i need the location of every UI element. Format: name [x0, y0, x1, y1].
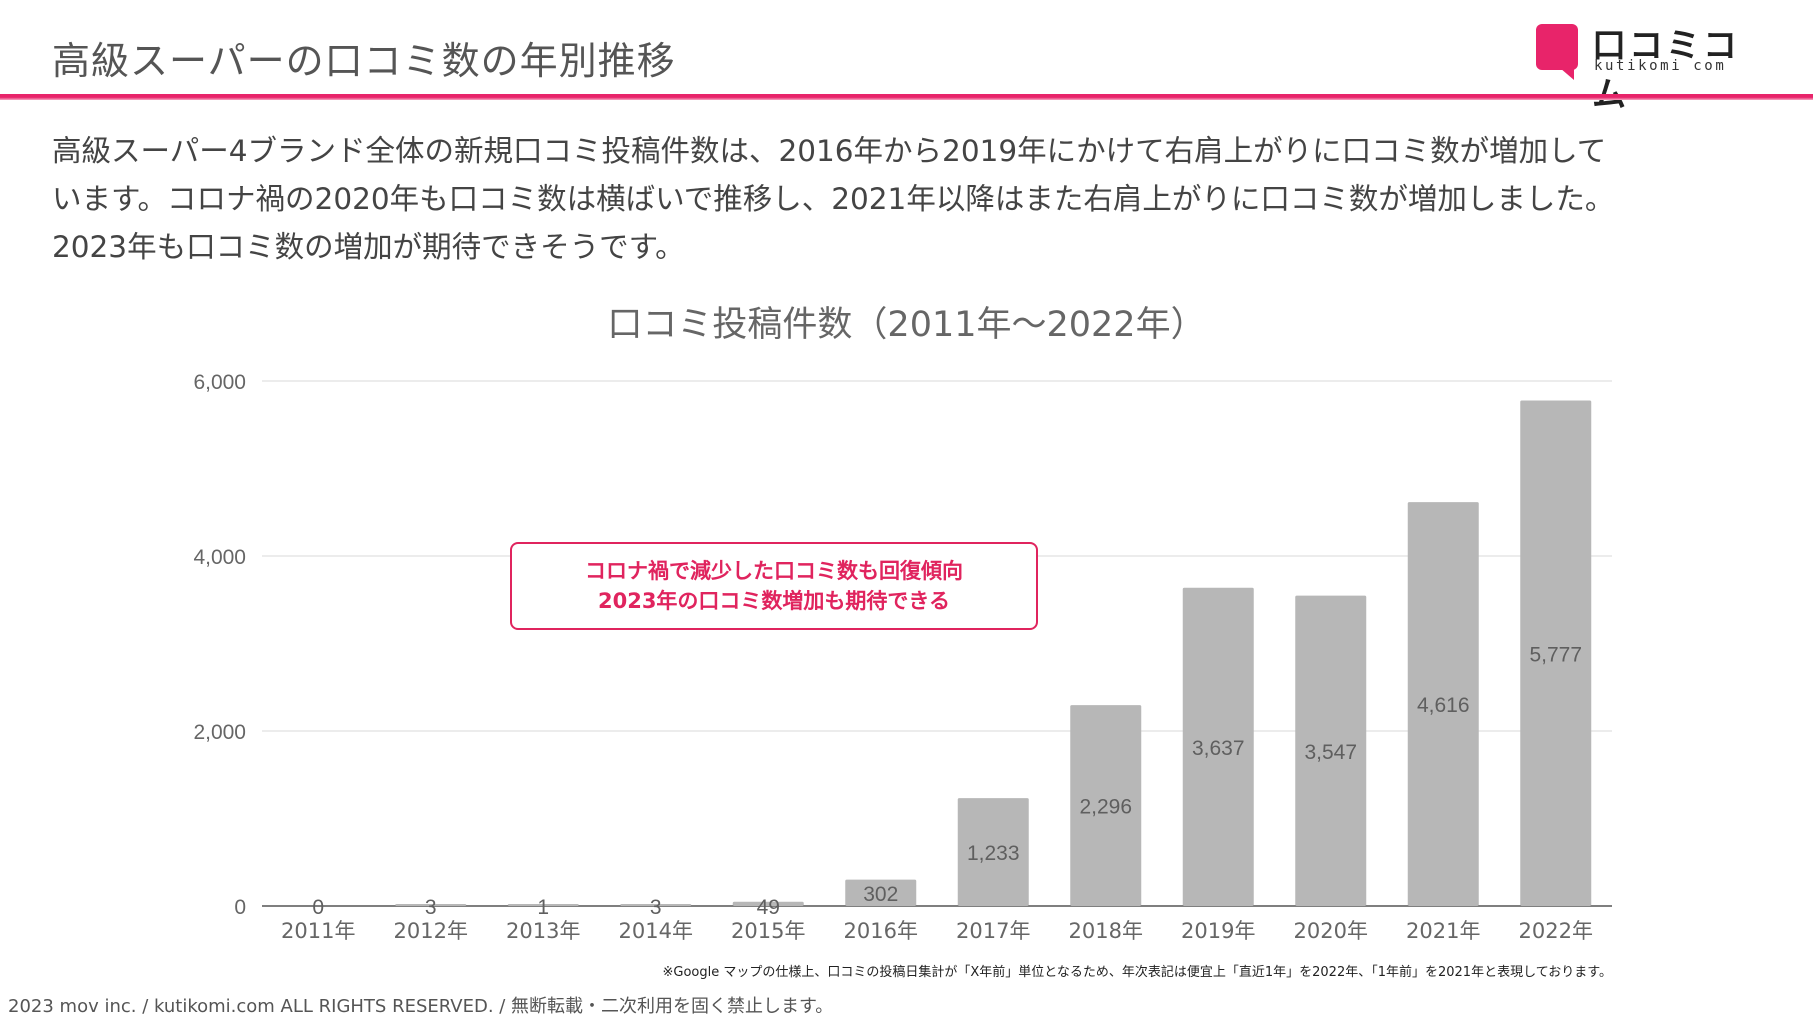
- data-label: 302: [863, 883, 898, 906]
- summary-line: 高級スーパー4ブランド全体の新規口コミ投稿件数は、2016年から2019年にかけ…: [52, 134, 1607, 168]
- data-label: 3: [425, 896, 437, 919]
- bar: [1520, 400, 1592, 906]
- copyright-text: 2023 mov inc. / kutikomi.com ALL RIGHTS …: [8, 996, 834, 1017]
- callout-line: コロナ禍で減少した口コミ数も回復傾向: [585, 559, 963, 583]
- x-tick-label: 2022年: [1519, 919, 1593, 943]
- speech-bubble-icon: [1536, 24, 1578, 80]
- x-tick-label: 2016年: [844, 919, 918, 943]
- y-tick-label: 2,000: [193, 721, 246, 744]
- bar: [1295, 595, 1367, 906]
- callout-box: コロナ禍で減少した口コミ数も回復傾向 2023年の口コミ数増加も期待できる: [510, 542, 1038, 630]
- data-label: 0: [312, 896, 324, 919]
- data-label: 4,616: [1417, 694, 1470, 717]
- data-label: 2,296: [1079, 796, 1132, 819]
- summary-text: 高級スーパー4ブランド全体の新規口コミ投稿件数は、2016年から2019年にかけ…: [52, 127, 1752, 271]
- data-label: 5,777: [1529, 643, 1582, 666]
- bar: [1070, 705, 1142, 906]
- chart-title: 口コミ投稿件数（2011年～2022年）: [607, 305, 1206, 345]
- callout-line: 2023年の口コミ数増加も期待できる: [597, 589, 951, 613]
- data-label: 3,637: [1192, 737, 1245, 760]
- summary-line: 2023年も口コミ数の増加が期待できそうです。: [52, 230, 685, 264]
- data-label: 1,233: [967, 842, 1020, 865]
- x-tick-label: 2013年: [506, 919, 580, 943]
- y-tick-label: 4,000: [193, 546, 246, 569]
- x-tick-label: 2020年: [1294, 919, 1368, 943]
- bar: [507, 904, 579, 906]
- x-tick-label: 2021年: [1406, 919, 1480, 943]
- data-label: 49: [757, 896, 780, 919]
- bar: [732, 901, 804, 906]
- chart-footnote: ※Google マップの仕様上、口コミの投稿日集計が「X年前」単位となるため、年…: [662, 965, 1612, 980]
- x-tick-label: 2011年: [281, 919, 355, 943]
- x-tick-label: 2017年: [956, 919, 1030, 943]
- bar: [957, 798, 1029, 906]
- data-label: 1: [537, 896, 549, 919]
- bar: [1182, 587, 1254, 906]
- x-tick-label: 2015年: [731, 919, 805, 943]
- title-underline: [0, 94, 1813, 100]
- data-label: 3,547: [1304, 741, 1357, 764]
- bar: [620, 904, 692, 906]
- bar: [1407, 502, 1479, 906]
- bar: [845, 879, 917, 906]
- x-tick-label: 2012年: [394, 919, 468, 943]
- x-tick-label: 2014年: [619, 919, 693, 943]
- page-title: 高級スーパーの口コミ数の年別推移: [52, 39, 676, 83]
- y-tick-label: 0: [234, 896, 246, 919]
- logo-subtext: kutikomi com: [1594, 58, 1727, 74]
- data-label: 3: [650, 896, 662, 919]
- y-tick-label: 6,000: [193, 371, 246, 394]
- x-tick-label: 2019年: [1181, 919, 1255, 943]
- x-tick-label: 2018年: [1069, 919, 1143, 943]
- bar: [395, 904, 467, 906]
- summary-line: います。コロナ禍の2020年も口コミ数は横ばいで推移し、2021年以降はまた右肩…: [52, 182, 1615, 216]
